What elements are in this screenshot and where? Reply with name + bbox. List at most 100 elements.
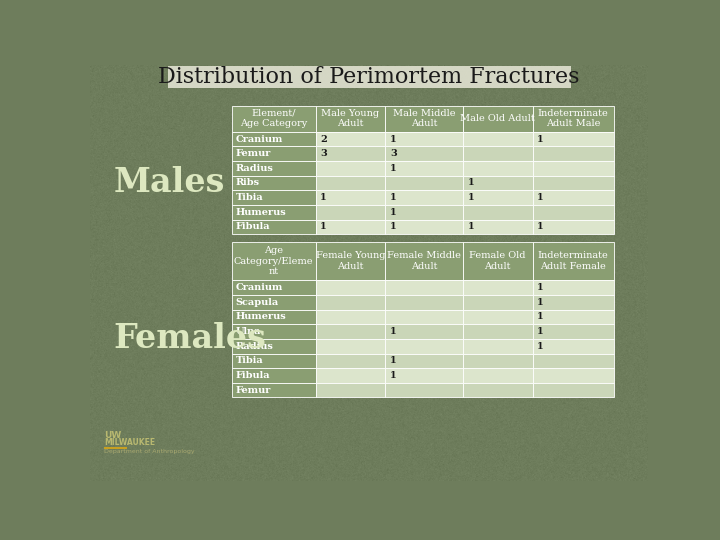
Bar	[463, 309, 533, 325]
Bar	[463, 220, 533, 234]
Bar	[232, 309, 315, 325]
Bar	[533, 220, 614, 234]
Text: 1: 1	[537, 193, 544, 202]
Bar	[315, 106, 385, 132]
Text: Males: Males	[113, 166, 225, 199]
Bar	[533, 190, 614, 205]
Bar	[533, 309, 614, 325]
Bar	[463, 325, 533, 339]
Bar	[315, 368, 385, 383]
Text: Humerus: Humerus	[235, 208, 287, 217]
Bar	[463, 205, 533, 220]
Bar	[104, 448, 127, 449]
Text: Tibia: Tibia	[235, 193, 264, 202]
Bar	[315, 242, 385, 280]
Text: Female Middle
Adult: Female Middle Adult	[387, 252, 461, 271]
Text: 1: 1	[390, 371, 397, 380]
Bar	[232, 368, 315, 383]
Text: UW: UW	[104, 431, 121, 440]
Bar	[232, 106, 315, 132]
Text: Male Middle
Adult: Male Middle Adult	[393, 109, 455, 129]
Text: 1: 1	[390, 193, 397, 202]
Bar	[385, 132, 463, 146]
Bar	[533, 339, 614, 354]
Bar	[232, 146, 315, 161]
Text: Female Young
Adult: Female Young Adult	[315, 252, 385, 271]
Bar	[385, 161, 463, 176]
Text: 1: 1	[390, 222, 397, 231]
Text: 1: 1	[537, 134, 544, 144]
Bar	[385, 383, 463, 397]
Text: 1: 1	[320, 193, 327, 202]
Bar	[533, 354, 614, 368]
Bar	[385, 368, 463, 383]
Bar	[533, 295, 614, 309]
Text: 1: 1	[390, 208, 397, 217]
Bar	[533, 161, 614, 176]
Text: MILWAUKEE: MILWAUKEE	[104, 438, 155, 447]
Text: 1: 1	[390, 327, 397, 336]
Bar	[232, 132, 315, 146]
Text: 2: 2	[320, 134, 327, 144]
Bar	[463, 295, 533, 309]
Text: 1: 1	[467, 222, 474, 231]
Text: Cranium: Cranium	[235, 134, 283, 144]
Text: Humerus: Humerus	[235, 313, 287, 321]
Bar	[463, 280, 533, 295]
Text: 1: 1	[467, 179, 474, 187]
Text: Femur: Femur	[235, 149, 271, 158]
Text: Distribution of Perimortem Fractures: Distribution of Perimortem Fractures	[158, 66, 580, 88]
Bar	[463, 368, 533, 383]
Text: Element/
Age Category: Element/ Age Category	[240, 109, 307, 129]
Bar	[463, 176, 533, 190]
Bar	[232, 339, 315, 354]
Bar	[463, 132, 533, 146]
Text: 1: 1	[390, 356, 397, 366]
Bar	[232, 280, 315, 295]
Bar	[232, 383, 315, 397]
Bar	[385, 339, 463, 354]
Bar	[533, 368, 614, 383]
Text: Scapula: Scapula	[235, 298, 279, 307]
Text: Female Old
Adult: Female Old Adult	[469, 252, 526, 271]
Bar	[385, 295, 463, 309]
Text: 1: 1	[537, 283, 544, 292]
Bar	[463, 242, 533, 280]
Text: Ribs: Ribs	[235, 179, 260, 187]
Bar	[385, 190, 463, 205]
Bar	[315, 205, 385, 220]
Text: Cranium: Cranium	[235, 283, 283, 292]
Text: Male Young
Adult: Male Young Adult	[321, 109, 379, 129]
Bar	[463, 146, 533, 161]
Bar	[315, 146, 385, 161]
Text: Ulna: Ulna	[235, 327, 261, 336]
Bar	[463, 190, 533, 205]
Text: Male Old Adult: Male Old Adult	[460, 114, 535, 123]
Text: Indeterminate
Adult Female: Indeterminate Adult Female	[538, 252, 608, 271]
Text: Femur: Femur	[235, 386, 271, 395]
Bar	[232, 325, 315, 339]
Text: 1: 1	[320, 222, 327, 231]
Bar	[315, 190, 385, 205]
Bar	[463, 106, 533, 132]
Text: 1: 1	[467, 193, 474, 202]
Bar	[315, 354, 385, 368]
Text: 1: 1	[390, 164, 397, 173]
Text: Department of Anthropology: Department of Anthropology	[104, 449, 194, 454]
Text: 3: 3	[390, 149, 397, 158]
Bar	[533, 132, 614, 146]
Bar	[315, 325, 385, 339]
Bar	[315, 161, 385, 176]
Bar	[533, 176, 614, 190]
Bar	[385, 309, 463, 325]
Bar	[533, 242, 614, 280]
Bar	[385, 354, 463, 368]
Text: Females: Females	[113, 322, 266, 355]
Bar	[315, 280, 385, 295]
Bar	[385, 280, 463, 295]
Bar	[385, 220, 463, 234]
Bar	[315, 295, 385, 309]
Bar	[533, 106, 614, 132]
Bar	[232, 242, 315, 280]
Bar	[232, 205, 315, 220]
